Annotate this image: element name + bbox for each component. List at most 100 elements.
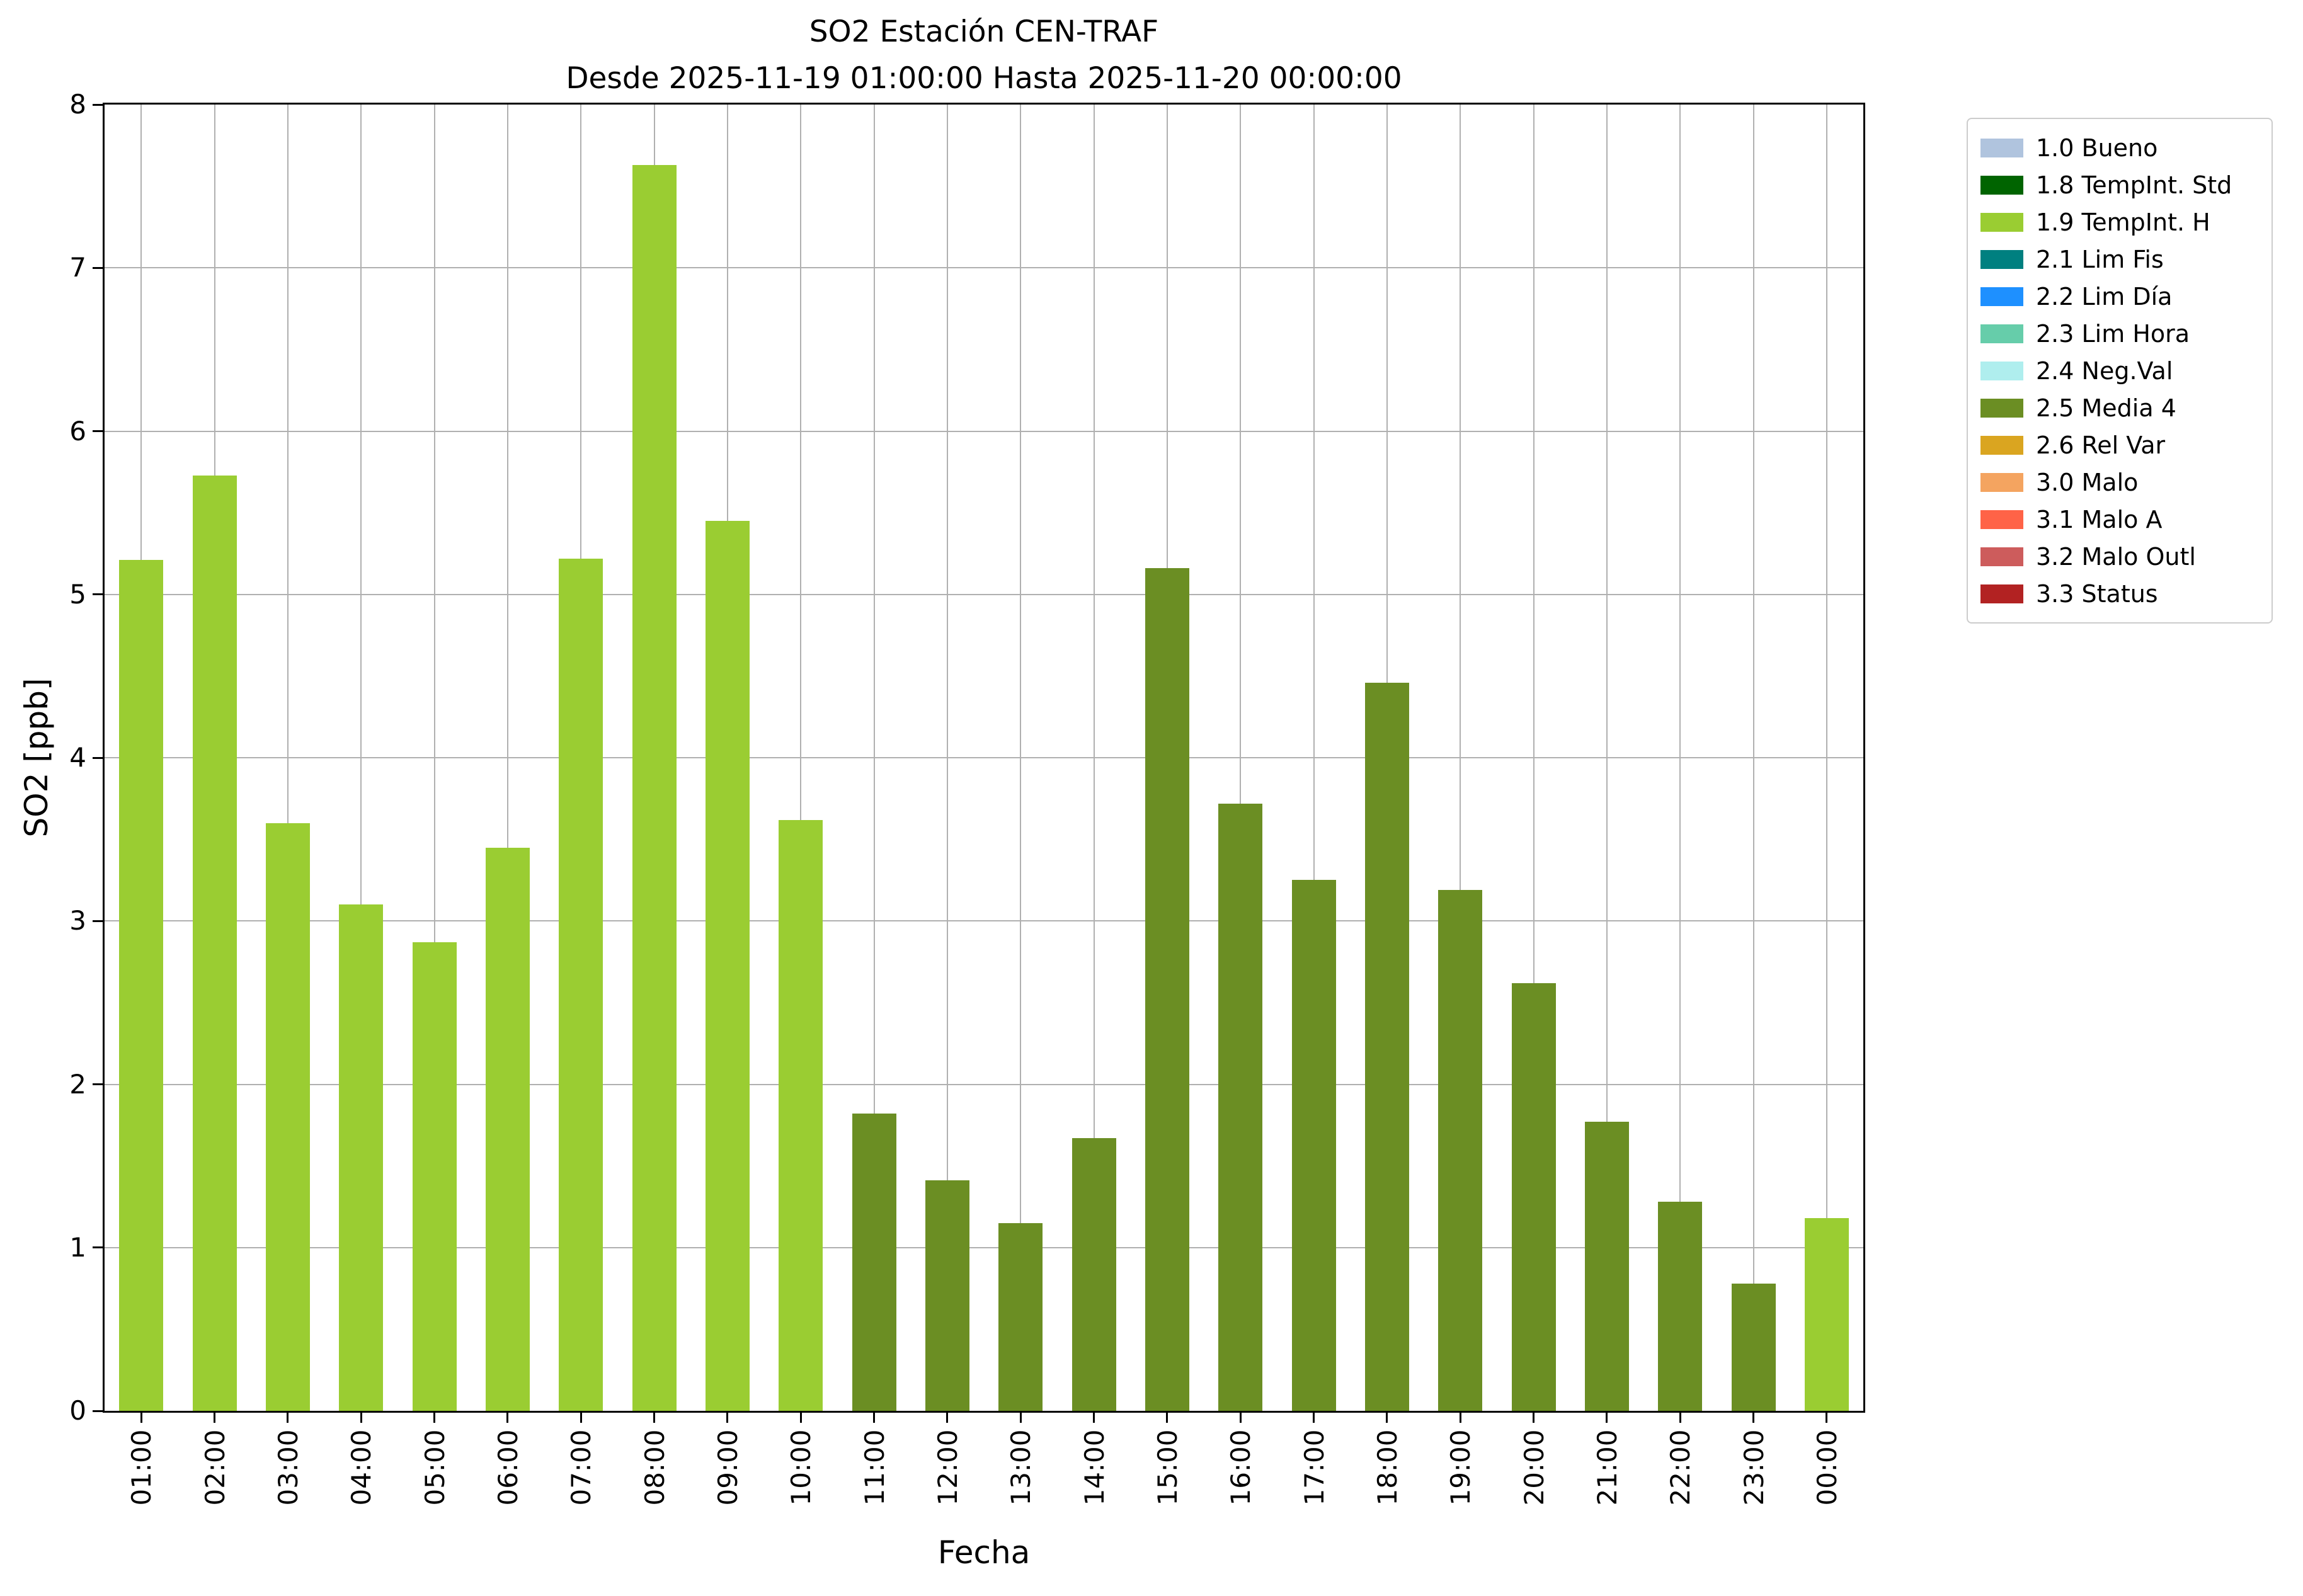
y-tick [93, 103, 103, 106]
x-tick [580, 1413, 582, 1423]
x-tick [140, 1413, 142, 1423]
x-tick [653, 1413, 655, 1423]
x-gridline [873, 105, 875, 1411]
legend-swatch [1980, 138, 2023, 157]
x-tick-label: 04:00 [345, 1429, 377, 1506]
bar-22:00 [1658, 1202, 1703, 1411]
y-tick-label: 0 [69, 1395, 86, 1426]
x-tick [1019, 1413, 1022, 1423]
x-gridline [1606, 105, 1608, 1411]
legend-label: 2.3 Lim Hora [2036, 319, 2190, 348]
x-tick-label: 18:00 [1371, 1429, 1403, 1506]
bar-16:00 [1218, 803, 1263, 1411]
chart-subtitle: Desde 2025-11-19 01:00:00 Hasta 2025-11-… [566, 61, 1402, 96]
bar-08:00 [632, 164, 677, 1411]
y-gridline [105, 1083, 1863, 1085]
y-tick-label: 6 [69, 415, 86, 447]
bar-11:00 [852, 1114, 896, 1411]
legend-item: 2.2 Lim Día [1980, 278, 2259, 315]
x-tick-label: 03:00 [272, 1429, 304, 1506]
bar-04:00 [339, 904, 384, 1411]
bar-19:00 [1438, 890, 1483, 1411]
x-gridline [287, 105, 289, 1411]
legend-label: 1.0 Bueno [2036, 134, 2158, 162]
legend-item: 2.4 Neg.Val [1980, 352, 2259, 389]
x-gridline [1533, 105, 1534, 1411]
x-tick [1313, 1413, 1315, 1423]
legend-label: 3.0 Malo [2036, 468, 2139, 496]
x-tick [946, 1413, 949, 1423]
y-tick [93, 593, 103, 596]
y-tick-label: 2 [69, 1068, 86, 1100]
x-tick-label: 19:00 [1444, 1429, 1476, 1506]
x-gridline [1460, 105, 1461, 1411]
x-axis-label: Fecha [937, 1534, 1031, 1571]
x-gridline [1313, 105, 1315, 1411]
bar-03:00 [265, 823, 310, 1411]
x-tick-label: 00:00 [1811, 1429, 1843, 1506]
x-tick [1606, 1413, 1608, 1423]
legend-item: 3.0 Malo [1980, 464, 2259, 501]
legend-label: 3.1 Malo A [2036, 505, 2163, 533]
bar-13:00 [998, 1223, 1043, 1411]
y-tick-label: 5 [69, 578, 86, 610]
bar-18:00 [1364, 682, 1409, 1411]
x-tick-label: 21:00 [1591, 1429, 1623, 1506]
x-gridline [433, 105, 435, 1411]
x-tick [214, 1413, 215, 1423]
legend-item: 3.2 Malo Outl [1980, 538, 2259, 575]
bar-07:00 [559, 558, 603, 1411]
title-block: SO2 Estación CEN-TRAF Desde 2025-11-19 0… [103, 9, 1865, 102]
bar-20:00 [1511, 983, 1556, 1411]
legend-label: 1.9 TempInt. H [2036, 208, 2210, 236]
x-tick-label: 10:00 [785, 1429, 816, 1506]
x-tick-label: 01:00 [125, 1429, 157, 1506]
legend-label: 2.2 Lim Día [2036, 282, 2173, 311]
x-tick [1752, 1413, 1754, 1423]
y-tick [93, 266, 103, 269]
x-tick-label: 13:00 [1005, 1429, 1036, 1506]
x-tick-label: 09:00 [712, 1429, 743, 1506]
x-tick [726, 1413, 729, 1423]
x-tick-label: 05:00 [419, 1429, 450, 1506]
x-tick-label: 15:00 [1152, 1429, 1183, 1506]
x-tick-label: 06:00 [492, 1429, 523, 1506]
y-tick-label: 8 [69, 89, 86, 120]
x-tick [360, 1413, 362, 1423]
legend-item: 1.8 TempInt. Std [1980, 166, 2259, 203]
x-tick [1386, 1413, 1388, 1423]
legend-label: 3.2 Malo Outl [2036, 542, 2196, 571]
y-gridline [105, 593, 1863, 595]
x-tick-label: 14:00 [1078, 1429, 1109, 1506]
bar-23:00 [1731, 1283, 1776, 1411]
x-gridline [1752, 105, 1754, 1411]
bar-21:00 [1584, 1122, 1629, 1411]
legend: 1.0 Bueno 1.8 TempInt. Std 1.9 TempInt. H 2… [1967, 118, 2273, 624]
x-tick [873, 1413, 875, 1423]
y-tick [93, 430, 103, 432]
legend-label: 2.4 Neg.Val [2036, 356, 2173, 385]
y-gridline [105, 267, 1863, 269]
x-tick-label: 02:00 [199, 1429, 230, 1506]
legend-item: 2.6 Rel Var [1980, 426, 2259, 464]
legend-swatch [1980, 324, 2023, 343]
x-tick [506, 1413, 509, 1423]
legend-label: 3.3 Status [2036, 579, 2158, 608]
y-gridline [105, 1246, 1863, 1248]
bar-00:00 [1804, 1218, 1849, 1411]
x-tick-label: 16:00 [1225, 1429, 1256, 1506]
legend-item: 2.5 Media 4 [1980, 389, 2259, 426]
x-tick-label: 23:00 [1738, 1429, 1769, 1506]
y-gridline [105, 757, 1863, 758]
y-tick [93, 1083, 103, 1085]
x-gridline [946, 105, 948, 1411]
legend-item: 1.9 TempInt. H [1980, 203, 2259, 241]
legend-swatch [1980, 249, 2023, 269]
legend-swatch [1980, 361, 2023, 380]
legend-item: 2.1 Lim Fis [1980, 241, 2259, 278]
legend-label: 2.5 Media 4 [2036, 394, 2176, 422]
legend-swatch [1980, 175, 2023, 195]
x-gridline [506, 105, 508, 1411]
bar-02:00 [192, 475, 237, 1411]
y-tick-label: 7 [69, 252, 86, 283]
